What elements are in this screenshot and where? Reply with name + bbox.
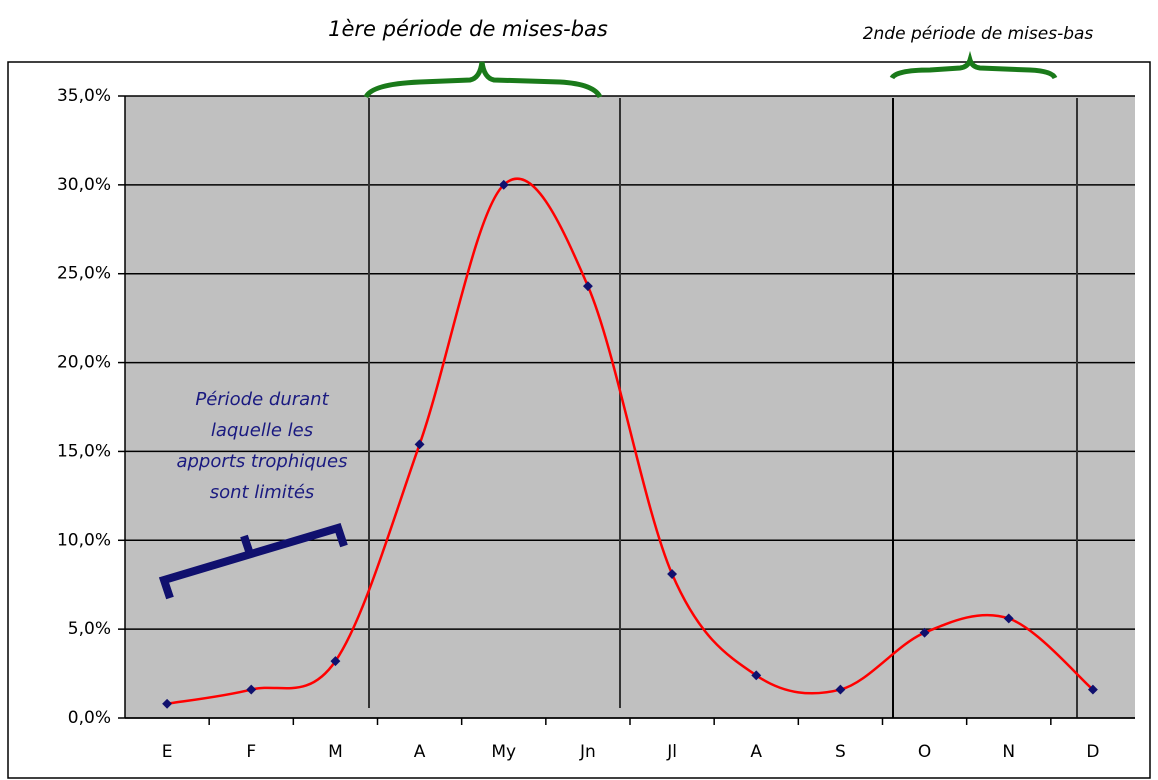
marker	[330, 656, 341, 667]
x-tick-label: Jl	[666, 742, 677, 762]
x-tick-label: S	[835, 742, 846, 762]
marker	[414, 439, 425, 450]
marker	[1087, 684, 1098, 695]
note: apports trophiques	[176, 451, 347, 472]
annotation: 1ère période de mises-bas	[328, 17, 608, 41]
bracket	[158, 523, 348, 600]
x-tick-label: M	[328, 742, 343, 762]
x-tick-label: O	[918, 742, 931, 762]
annotation: 2nde période de mises-bas	[863, 24, 1094, 44]
marker	[582, 281, 593, 292]
grid	[125, 95, 1135, 719]
marker	[498, 179, 509, 190]
marker	[162, 698, 173, 709]
x-tick-label: D	[1086, 742, 1099, 762]
marker	[835, 684, 846, 695]
note: sont limités	[210, 482, 315, 503]
x-tick-label: E	[162, 742, 173, 762]
x-tick-label: N	[1002, 742, 1015, 762]
y-tick-label: 15,0%	[57, 441, 111, 461]
marker	[667, 569, 678, 580]
x-tick-label: Jn	[579, 742, 596, 762]
plot-area	[125, 96, 1135, 718]
y-tick-label: 30,0%	[57, 175, 111, 195]
y-tick-label: 20,0%	[57, 353, 111, 373]
note: Période durant	[195, 389, 329, 410]
marker	[246, 684, 257, 695]
y-tick-label: 5,0%	[68, 619, 111, 639]
brace	[889, 50, 1058, 80]
x-tick-label: My	[491, 742, 516, 762]
x-tick-label: A	[414, 742, 426, 762]
y-tick-label: 35,0%	[57, 86, 111, 106]
note: laquelle les	[211, 420, 313, 441]
x-tick-label: A	[750, 742, 762, 762]
y-tick-label: 25,0%	[57, 264, 111, 284]
x-tick-label: F	[246, 742, 256, 762]
marker	[1003, 613, 1014, 624]
marker	[751, 670, 762, 681]
brace	[363, 61, 603, 99]
y-tick-label: 0,0%	[68, 708, 111, 728]
series-line	[166, 177, 1094, 706]
marker	[919, 627, 930, 638]
y-tick-label: 10,0%	[57, 530, 111, 550]
